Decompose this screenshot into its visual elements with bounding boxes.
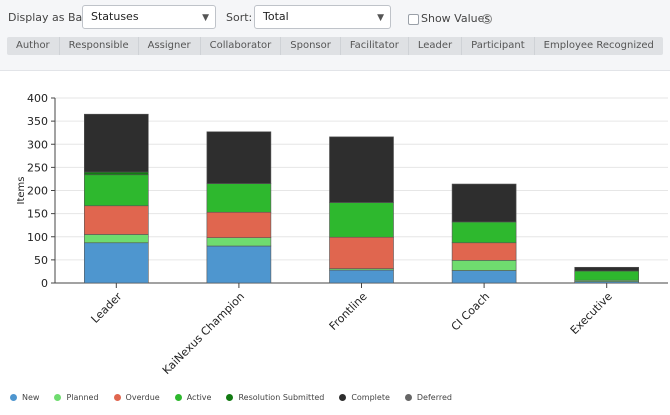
tab-sponsor[interactable]: Sponsor — [281, 37, 341, 55]
tab-leader[interactable]: Leader — [409, 37, 463, 55]
display-as-bar-value: Statuses — [91, 10, 139, 23]
bar-segment — [451, 183, 517, 223]
show-values-checkbox[interactable] — [408, 14, 419, 25]
legend-item[interactable]: Resolution Submitted — [226, 393, 324, 402]
bar-segment — [329, 202, 394, 238]
tab-participant[interactable]: Participant — [462, 37, 535, 55]
x-tick-label: KaiNexus Champion — [160, 290, 247, 377]
legend-label: Resolution Submitted — [238, 393, 325, 402]
bar-segment — [84, 174, 149, 207]
legend-swatch — [404, 394, 412, 401]
bar-segment — [84, 234, 149, 244]
legend-label: Deferred — [416, 393, 452, 402]
sort-select[interactable]: Total ▼ — [254, 5, 391, 29]
tab-responsible[interactable]: Responsible — [60, 37, 139, 55]
y-tick-label: 0 — [41, 277, 48, 290]
display-as-bar-label: Display as Bar: — [8, 11, 91, 24]
y-tick-label: 300 — [27, 138, 48, 151]
legend-swatch — [174, 394, 182, 401]
chart-legend: New Planned Overdue Active Resolution Submit… — [10, 393, 467, 402]
tab-employee-recognized[interactable]: Employee Recognized — [543, 40, 654, 51]
bar-segment — [84, 205, 149, 235]
sort-label: Sort: — [226, 11, 253, 24]
sort-value: Total — [263, 10, 289, 23]
x-tick-label: Leader — [89, 290, 125, 326]
legend-swatch — [113, 394, 121, 401]
y-tick-label: 250 — [27, 161, 48, 174]
tab-assigner[interactable]: Assigner — [139, 37, 201, 55]
bar-segment — [451, 260, 517, 271]
y-tick-label: 150 — [27, 208, 48, 221]
legend-label: Active — [186, 393, 212, 402]
show-values-label[interactable]: Show Values — [421, 12, 491, 25]
display-as-bar-select[interactable]: Statuses ▼ — [82, 5, 216, 29]
legend-swatch — [339, 394, 347, 401]
bar-segment — [84, 171, 149, 176]
bar-segment — [206, 237, 272, 247]
y-tick-label: 50 — [34, 254, 48, 267]
bar-segment — [206, 245, 272, 284]
toolbar: Display as Bar: Statuses ▼ Sort: Total ▼… — [0, 0, 670, 71]
tab-author[interactable]: Author — [7, 37, 60, 55]
stacked-bar-chart: 0 50 100 150 200 250 300 350 400 Items Leader KaiNe… — [16, 92, 668, 377]
legend-item[interactable]: Overdue — [113, 393, 160, 402]
legend-swatch — [226, 394, 234, 401]
bar-segment — [574, 270, 640, 281]
y-tick-label: 400 — [27, 92, 48, 105]
bar-segment — [84, 242, 149, 284]
tab-facilitator[interactable]: Facilitator — [341, 37, 409, 55]
bar-segment — [329, 136, 394, 203]
legend-item[interactable]: Active — [174, 393, 212, 402]
bar-segment — [451, 221, 517, 244]
y-axis-title: Items — [16, 177, 27, 205]
legend-swatch — [54, 394, 62, 401]
legend-label: New — [22, 393, 40, 402]
legend-item[interactable]: New — [10, 393, 39, 402]
bar-segment — [451, 242, 517, 261]
bar-segment — [84, 113, 149, 173]
bar-segment — [206, 211, 272, 238]
info-icon[interactable]: i — [482, 14, 492, 24]
legend-item[interactable]: Deferred — [404, 393, 452, 402]
legend-swatch — [10, 394, 17, 401]
chevron-down-icon: ▼ — [202, 13, 209, 23]
bar-segment — [329, 236, 394, 269]
tab-collaborator[interactable]: Collaborator — [201, 37, 282, 55]
bar-segment — [329, 269, 394, 284]
x-tick-label: Frontline — [327, 290, 370, 333]
legend-label: Overdue — [125, 393, 160, 402]
legend-label: Complete — [351, 393, 390, 402]
bar-segment — [574, 266, 640, 272]
legend-item[interactable]: Planned — [54, 393, 99, 402]
chevron-down-icon: ▼ — [377, 13, 384, 23]
legend-label: Planned — [66, 393, 99, 402]
bar-segment — [451, 270, 517, 284]
x-tick-label: CI Coach — [449, 290, 493, 334]
bar-segment — [206, 183, 272, 213]
role-tabs: Author Responsible Assigner Collaborator… — [7, 37, 663, 55]
bar-segment — [206, 131, 272, 184]
y-tick-label: 350 — [27, 115, 48, 128]
y-tick-label: 200 — [27, 185, 48, 198]
x-tick-label: Executive — [568, 290, 615, 337]
legend-item[interactable]: Complete — [339, 393, 390, 402]
y-tick-label: 100 — [27, 231, 48, 244]
